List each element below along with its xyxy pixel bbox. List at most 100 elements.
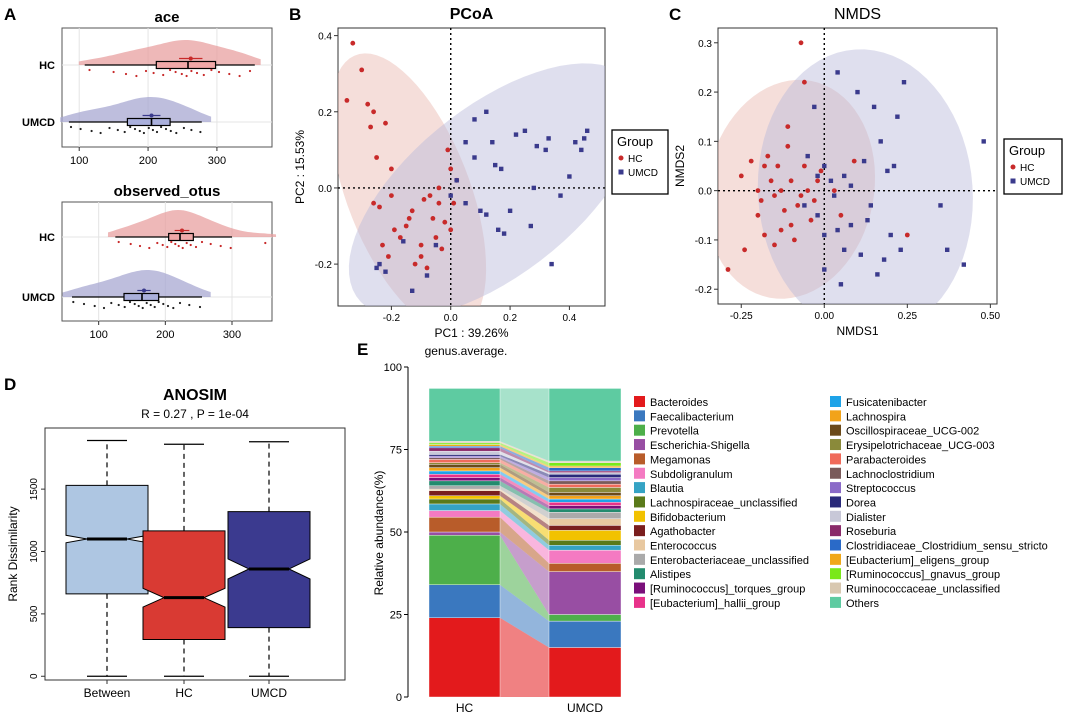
data-point bbox=[169, 129, 172, 133]
hc-density bbox=[78, 40, 261, 65]
umcd-confidence-ellipse bbox=[757, 49, 973, 304]
legend-label: Roseburia bbox=[846, 526, 897, 538]
hc-point bbox=[785, 124, 791, 129]
flow-band bbox=[500, 456, 549, 481]
legend-swatch bbox=[830, 467, 841, 479]
data-point bbox=[157, 300, 160, 304]
y-tick-label: 1000 bbox=[29, 540, 40, 563]
hc-point bbox=[755, 188, 761, 194]
umcd-point bbox=[374, 265, 379, 271]
y-tick-label: 100 bbox=[384, 362, 402, 374]
data-point bbox=[229, 246, 232, 250]
data-point bbox=[129, 242, 132, 246]
hc-point bbox=[397, 235, 403, 240]
hc-bar-segment bbox=[428, 462, 501, 465]
umcd-point bbox=[448, 193, 453, 198]
hc-bar-segment bbox=[428, 490, 501, 496]
legend-label: [Ruminococcus]_torques_group bbox=[650, 584, 805, 596]
umcd-point bbox=[490, 140, 495, 145]
umcd-point bbox=[878, 139, 883, 144]
plot-frame bbox=[337, 27, 606, 307]
flow-band bbox=[500, 388, 549, 462]
data-point bbox=[99, 131, 102, 135]
hc-box bbox=[142, 530, 226, 640]
umcd-point bbox=[558, 193, 563, 198]
hc-point bbox=[368, 124, 373, 130]
legend-hc-label: HC bbox=[1020, 163, 1034, 174]
hc-point bbox=[851, 158, 857, 164]
umcd-point bbox=[484, 109, 489, 114]
hc-confidence-ellipse bbox=[338, 53, 487, 306]
umcd-point bbox=[424, 273, 430, 278]
legend-swatch bbox=[634, 582, 645, 594]
flow-band bbox=[500, 490, 549, 531]
umcd-point bbox=[531, 185, 536, 191]
data-point bbox=[164, 127, 168, 131]
hc-bar-segment bbox=[428, 388, 501, 442]
group-label: HC bbox=[39, 232, 55, 244]
umcd-bar-segment bbox=[548, 571, 622, 615]
panel-label-b: B bbox=[289, 5, 301, 24]
data-point bbox=[174, 242, 177, 246]
legend-label: Oscillospiraceae_UCG-002 bbox=[846, 426, 979, 438]
flow-band bbox=[500, 480, 549, 513]
hc-point bbox=[831, 188, 837, 194]
legend-swatch bbox=[634, 453, 645, 465]
legend-swatch bbox=[634, 596, 645, 608]
hc-point bbox=[738, 173, 744, 179]
data-point bbox=[137, 304, 140, 308]
umcd-bar-segment bbox=[548, 472, 622, 475]
data-point bbox=[79, 127, 82, 131]
umcd-bar-segment bbox=[548, 467, 622, 472]
flow-band bbox=[500, 441, 549, 463]
legend-swatch bbox=[830, 582, 841, 594]
umcd-point bbox=[812, 104, 817, 110]
hc-point bbox=[392, 227, 397, 233]
hc-bar-segment bbox=[428, 450, 501, 455]
data-point bbox=[116, 128, 119, 132]
umcd-point bbox=[945, 247, 950, 252]
umcd-point bbox=[828, 178, 834, 183]
x-tick-label: -0.25 bbox=[730, 311, 753, 322]
x-tick-label: HC bbox=[175, 686, 193, 700]
umcd-point bbox=[546, 136, 551, 141]
legend-swatch bbox=[830, 410, 841, 422]
x-tick-label: 200 bbox=[156, 329, 174, 341]
x-tick-label: 0.4 bbox=[562, 313, 576, 324]
pcoa-scatter-plot: PCoA -0.2 0.0 0.2 0.4 -0.2 0.0 0.2 0.4 PC1 : 39.2… bbox=[293, 6, 669, 340]
umcd-bar-segment bbox=[548, 388, 622, 462]
hc-point bbox=[439, 246, 445, 252]
flow-band bbox=[500, 535, 549, 622]
legend-label: Parabacteroides bbox=[846, 454, 927, 466]
data-point bbox=[72, 300, 75, 304]
flow-band bbox=[500, 470, 549, 503]
data-point bbox=[188, 303, 191, 307]
y-tick-label: 0.0 bbox=[318, 184, 332, 195]
data-point bbox=[144, 69, 148, 73]
legend-label: Streptococcus bbox=[846, 483, 916, 495]
legend-swatch bbox=[830, 453, 841, 465]
umcd-bar-segment bbox=[548, 525, 622, 531]
hc-point bbox=[421, 197, 427, 202]
data-point bbox=[182, 126, 185, 130]
hc-point bbox=[768, 178, 774, 184]
flow-band bbox=[500, 451, 549, 475]
hc-point bbox=[802, 163, 807, 169]
data-point bbox=[248, 69, 252, 73]
umcd-point bbox=[822, 267, 827, 272]
hc-point bbox=[389, 166, 394, 172]
x-axis-label: NMDS1 bbox=[836, 324, 878, 338]
mean-point bbox=[149, 113, 154, 118]
legend-swatch bbox=[634, 410, 645, 422]
hc-bar-segment bbox=[428, 503, 501, 511]
data-point bbox=[152, 71, 155, 75]
data-point bbox=[190, 128, 193, 132]
umcd-point bbox=[410, 288, 415, 293]
legend-swatch bbox=[634, 510, 645, 522]
umcd-confidence-ellipse bbox=[348, 63, 605, 306]
flow-band bbox=[500, 447, 549, 473]
legend-label: Bacteroides bbox=[650, 397, 709, 409]
umcd-bar-segment bbox=[548, 498, 622, 503]
group-label: HC bbox=[39, 60, 55, 72]
hc-bar-segment bbox=[428, 454, 501, 457]
